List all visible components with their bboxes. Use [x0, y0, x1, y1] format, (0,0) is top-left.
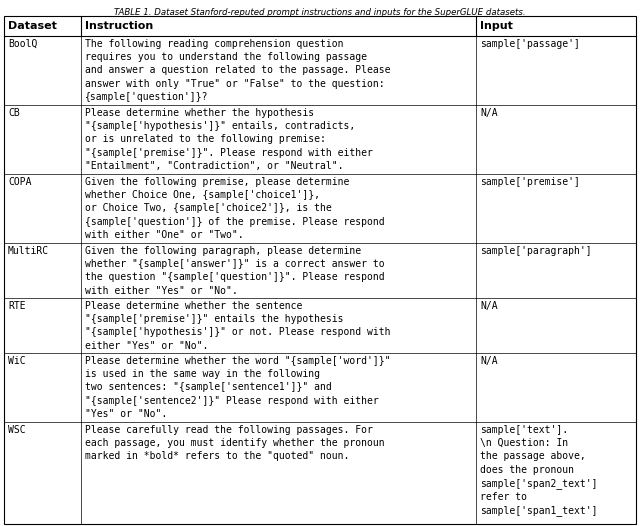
Text: MultiRC: MultiRC: [8, 246, 49, 256]
Text: Please determine whether the hypothesis
"{sample['hypothesis']}" entails, contra: Please determine whether the hypothesis …: [85, 108, 373, 171]
Text: sample['text'].
\n Question: In
the passage above,
does the pronoun
sample['span: sample['text']. \n Question: In the pass…: [480, 425, 598, 516]
Text: Instruction: Instruction: [85, 21, 154, 31]
Text: N/A: N/A: [480, 301, 498, 311]
Text: RTE: RTE: [8, 301, 26, 311]
Text: Please determine whether the sentence
"{sample['premise']}" entails the hypothes: Please determine whether the sentence "{…: [85, 301, 390, 351]
Text: Given the following premise, please determine
whether Choice One, {sample['choic: Given the following premise, please dete…: [85, 177, 385, 240]
Text: TABLE 1. Dataset Stanford-reputed prompt instructions and inputs for the SuperGL: TABLE 1. Dataset Stanford-reputed prompt…: [114, 8, 526, 17]
Text: sample['premise']: sample['premise']: [480, 177, 580, 187]
Text: sample['passage']: sample['passage']: [480, 39, 580, 49]
Text: N/A: N/A: [480, 356, 498, 366]
Text: CB: CB: [8, 108, 20, 118]
Text: Input: Input: [480, 21, 513, 31]
Text: WSC: WSC: [8, 425, 26, 435]
Text: Given the following paragraph, please determine
whether "{sample['answer']}" is : Given the following paragraph, please de…: [85, 246, 385, 296]
Text: Please carefully read the following passages. For
each passage, you must identif: Please carefully read the following pass…: [85, 425, 385, 461]
Text: N/A: N/A: [480, 108, 498, 118]
Text: Dataset: Dataset: [8, 21, 57, 31]
Text: The following reading comprehension question
requires you to understand the foll: The following reading comprehension ques…: [85, 39, 390, 102]
Text: BoolQ: BoolQ: [8, 39, 37, 49]
Text: COPA: COPA: [8, 177, 31, 187]
Text: Please determine whether the word "{sample['word']}"
is used in the same way in : Please determine whether the word "{samp…: [85, 356, 390, 419]
Text: WiC: WiC: [8, 356, 26, 366]
Text: sample['paragraph']: sample['paragraph']: [480, 246, 592, 256]
